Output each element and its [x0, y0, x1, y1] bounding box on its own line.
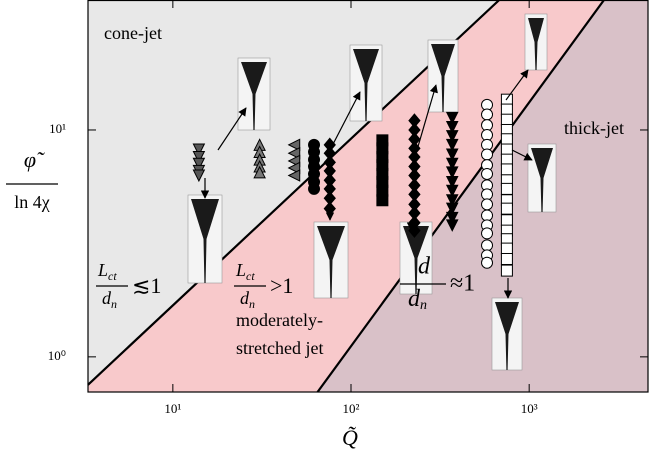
inset-photo [188, 195, 222, 283]
marker [482, 189, 493, 200]
marker [501, 144, 512, 155]
region-label: stretched jet [236, 338, 323, 358]
x-tick-label: 10² [343, 401, 360, 416]
marker [501, 134, 512, 145]
marker [482, 120, 493, 131]
inset-photo [428, 40, 458, 112]
region-label: thick-jet [564, 118, 624, 138]
ratio-num: d [418, 254, 431, 280]
chart: 10¹ 10² 10³ 10⁰ 10¹ cone-jet thick-jet moder… [0, 0, 649, 459]
inset-photo [525, 14, 547, 70]
marker [482, 228, 493, 239]
marker [501, 183, 512, 194]
marker [501, 253, 512, 264]
marker [501, 243, 512, 254]
region-label: cone-jet [104, 23, 162, 43]
inset-photo [528, 144, 556, 212]
marker [482, 257, 493, 268]
marker [482, 168, 493, 179]
marker [482, 210, 493, 221]
marker [501, 265, 512, 276]
x-tick-label: 10³ [521, 401, 538, 416]
inset-photo [492, 298, 522, 370]
marker [482, 149, 493, 160]
marker [501, 164, 512, 175]
y-tick-label: 10⁰ [48, 348, 66, 363]
marker [482, 199, 493, 210]
marker [501, 215, 512, 226]
marker [482, 109, 493, 120]
marker [501, 104, 512, 115]
marker [482, 240, 493, 251]
inset-photo [314, 222, 348, 298]
marker [501, 203, 512, 214]
region-label: moderately- [236, 310, 323, 330]
ratio-rel: >1 [270, 273, 293, 298]
x-label: Q̃ [342, 425, 358, 450]
inset-photo [238, 58, 270, 130]
ratio-rel: ≈1 [450, 271, 475, 297]
y-label-den: ln 4χ [14, 192, 50, 212]
ratio-rel: ≲1 [132, 273, 161, 298]
y-label-num: φ̃ [24, 147, 45, 172]
marker [309, 183, 320, 194]
marker [377, 195, 388, 206]
y-tick-label: 10¹ [49, 121, 66, 136]
x-tick-label: 10¹ [164, 401, 181, 416]
inset-photo [350, 45, 382, 121]
marker [501, 114, 512, 125]
